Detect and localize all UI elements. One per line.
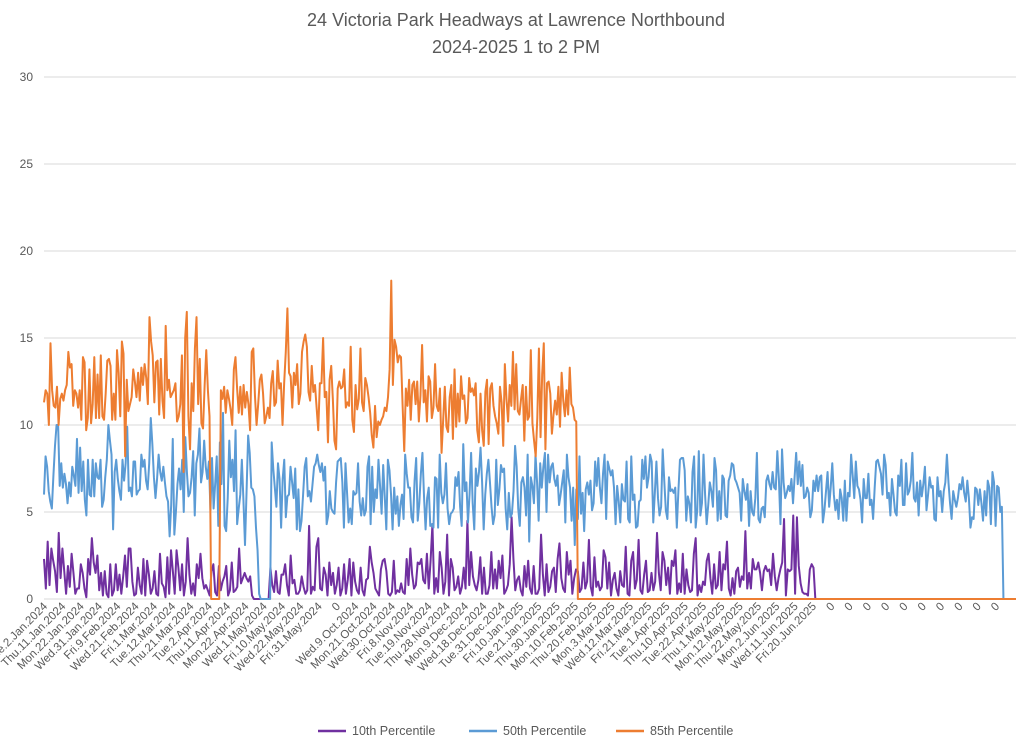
y-axis-ticks: 0 5 10 15 20 25 30 [20, 70, 34, 606]
y-tick-label: 5 [26, 505, 33, 519]
legend-label: 10th Percentile [352, 724, 435, 738]
x-tick-label: 0 [971, 601, 984, 614]
chart-title: 24 Victoria Park Headways at Lawrence No… [307, 10, 725, 30]
y-tick-label: 10 [20, 418, 34, 432]
y-tick-label: 0 [26, 592, 33, 606]
x-tick-label: 0 [879, 601, 892, 614]
y-tick-label: 20 [20, 244, 34, 258]
legend-label: 50th Percentile [503, 724, 586, 738]
x-tick-label: 0 [934, 601, 947, 614]
x-tick-label: 0 [843, 601, 856, 614]
series-lines [43, 279, 1016, 600]
chart-subtitle: 2024-2025 1 to 2 PM [432, 37, 600, 57]
legend: 10th Percentile 50th Percentile 85th Perce… [318, 724, 733, 738]
x-tick-label: 0 [824, 601, 837, 614]
series-line-85th-percentile [43, 279, 1016, 600]
y-tick-label: 25 [20, 157, 34, 171]
gridlines [44, 76, 1016, 600]
legend-item: 50th Percentile [469, 724, 586, 738]
x-tick-label: 0 [989, 601, 1002, 614]
legend-item: 85th Percentile [616, 724, 733, 738]
x-tick-label: 0 [898, 601, 911, 614]
x-axis-ticks: Tue.2.Jan.2024Thu.11.Jan.2024Mon.22.Jan.… [0, 600, 1002, 674]
series-line-50th-percentile [43, 411, 1016, 600]
legend-label: 85th Percentile [650, 724, 733, 738]
x-tick-label: 0 [861, 601, 874, 614]
y-tick-label: 30 [20, 70, 34, 84]
legend-item: 10th Percentile [318, 724, 435, 738]
y-tick-label: 15 [20, 331, 34, 345]
x-tick-label: 0 [916, 601, 929, 614]
x-tick-label: 0 [952, 601, 965, 614]
